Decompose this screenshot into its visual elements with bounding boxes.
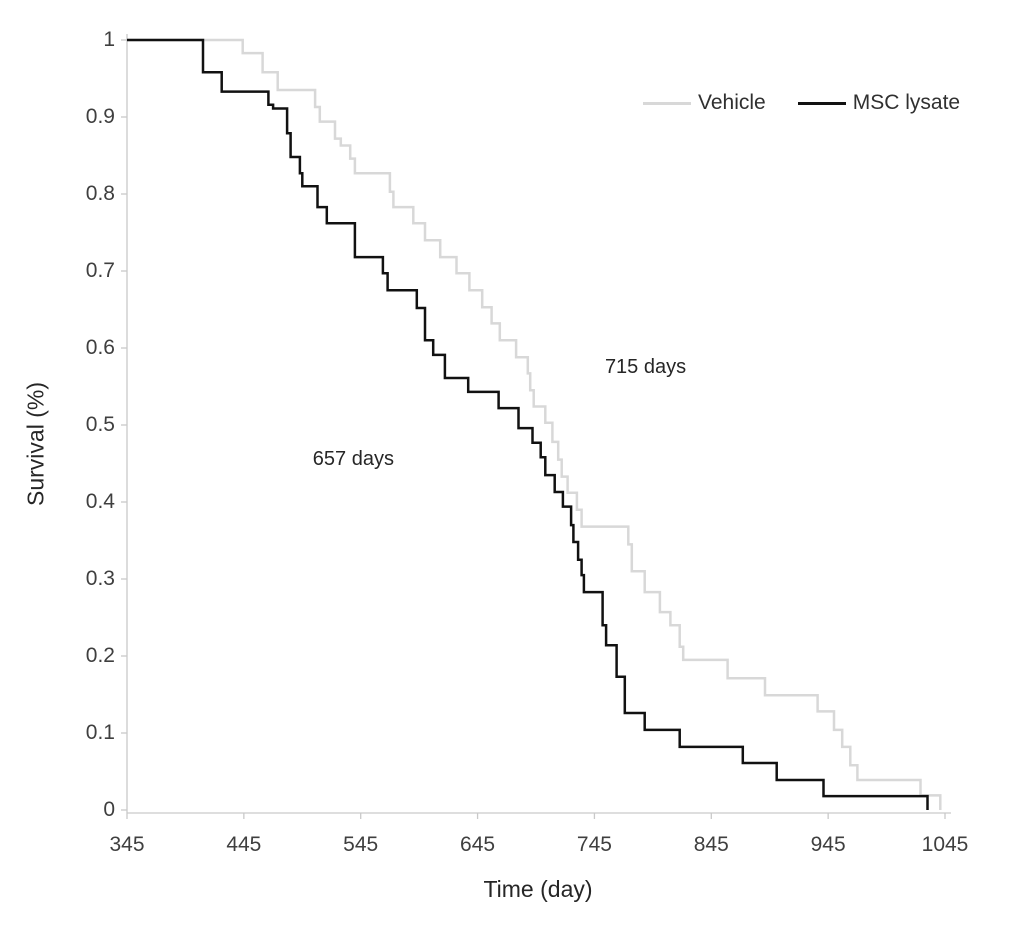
y-axis-title: Survival (%) [22, 382, 49, 506]
legend-item-vehicle: Vehicle [643, 91, 766, 115]
x-axis-title: Time (day) [483, 876, 593, 902]
median-survival-annotation: 715 days [604, 355, 687, 378]
legend-item-msc-lysate: MSC lysate [797, 91, 961, 115]
x-tick-label: 545 [343, 833, 379, 856]
legend-line-swatch [643, 101, 691, 105]
x-tick-label: 645 [460, 833, 496, 856]
x-tick-label: 845 [693, 833, 729, 856]
y-tick-label: 0 [103, 798, 115, 821]
legend-label: MSC lysate [852, 91, 961, 114]
y-tick-label: 0.8 [85, 182, 115, 205]
y-tick-label: 0.4 [85, 490, 115, 513]
median-survival-annotation: 657 days [312, 448, 394, 471]
y-tick-label: 0.3 [85, 567, 115, 590]
legend-label: Vehicle [698, 91, 766, 114]
x-tick-label: 1045 [921, 833, 969, 856]
y-tick-label: 0.5 [85, 413, 115, 436]
y-tick-label: 0.9 [85, 105, 115, 128]
x-tick-label: 945 [810, 833, 846, 856]
y-tick-label: 1 [103, 28, 115, 51]
series-line-vehicle [127, 38, 942, 810]
y-tick-label: 0.2 [85, 644, 115, 667]
y-tick-label: 0.1 [85, 721, 115, 744]
series-line-msc-lysate [127, 38, 929, 810]
x-tick-label: 745 [576, 833, 612, 856]
y-tick-label: 0.7 [85, 259, 115, 282]
legend: Vehicle MSC lysate [643, 91, 960, 115]
y-tick-label: 0.6 [85, 336, 115, 359]
x-tick-label: 345 [109, 833, 145, 856]
legend-line-swatch [797, 101, 846, 105]
x-tick-label: 445 [226, 833, 262, 856]
